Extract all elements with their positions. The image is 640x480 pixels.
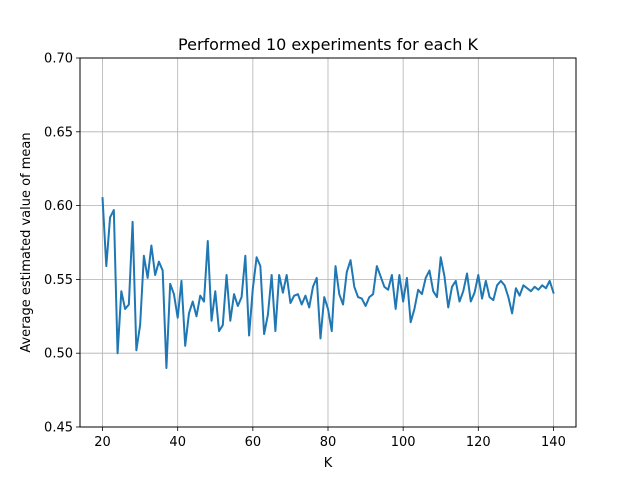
y-axis-label: Average estimated value of mean — [19, 132, 34, 352]
y-tick-label: 0.60 — [44, 199, 73, 214]
x-tick-label: 40 — [169, 435, 186, 450]
x-tick-label: 80 — [320, 435, 337, 450]
plot-frame — [79, 57, 577, 428]
grid-lines — [80, 57, 576, 428]
y-tick-label: 0.45 — [44, 421, 73, 436]
y-tick-label: 0.50 — [44, 347, 73, 362]
x-tick-label: 100 — [391, 435, 416, 450]
x-tick-label: 60 — [245, 435, 262, 450]
x-tick-label: 120 — [466, 435, 491, 450]
chart-title: Performed 10 experiments for each K — [178, 35, 478, 54]
plot-series — [101, 197, 555, 369]
y-tick-label: 0.65 — [44, 125, 73, 140]
x-axis-ticks: 20 40 60 80 100 120 140 — [94, 427, 566, 450]
x-tick-label: 140 — [541, 435, 566, 450]
y-tick-label: 0.70 — [44, 52, 73, 67]
y-tick-label: 0.55 — [44, 273, 73, 288]
series-line — [101, 197, 555, 369]
x-tick-label: 20 — [94, 435, 111, 450]
x-axis-label: K — [324, 456, 333, 471]
y-axis-ticks: 0.45 0.50 0.55 0.60 0.65 0.70 — [44, 52, 80, 436]
